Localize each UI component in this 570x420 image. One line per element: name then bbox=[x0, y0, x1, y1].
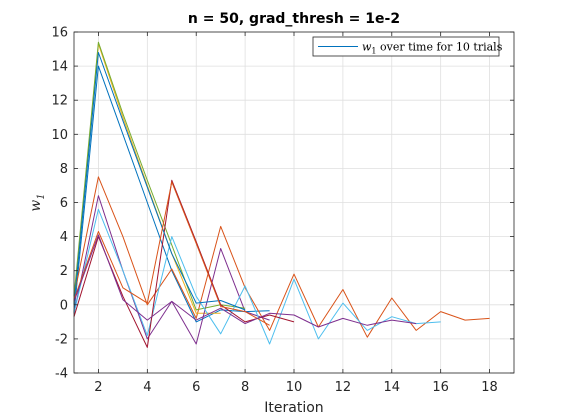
series-lines bbox=[73, 41, 490, 348]
gridlines bbox=[74, 31, 514, 374]
axes bbox=[73, 31, 515, 374]
y-tick-label: -2 bbox=[55, 332, 68, 347]
y-tick-label: 4 bbox=[60, 230, 68, 245]
y-axis-label-main: w bbox=[28, 200, 44, 212]
series-line-trial-1 bbox=[73, 65, 270, 323]
series-line-trial-10 bbox=[73, 234, 417, 328]
x-tick-label: 6 bbox=[192, 380, 200, 395]
chart-title: n = 50, grad_thresh = 1e-2 bbox=[188, 11, 400, 27]
y-axis-label-subscript: 1 bbox=[36, 193, 47, 199]
y-tick-label: 10 bbox=[51, 128, 68, 143]
y-axis-label: w1 bbox=[28, 193, 47, 211]
y-tick-label: 8 bbox=[60, 162, 68, 177]
y-tick-label: 6 bbox=[60, 196, 68, 211]
legend: w1 over time for 10 trials bbox=[312, 36, 503, 57]
y-tick-label: 16 bbox=[51, 26, 68, 41]
x-axis-label: Iteration bbox=[264, 400, 323, 416]
legend-label-symbol: w bbox=[362, 41, 372, 54]
legend-label-text: over time for 10 trials bbox=[377, 41, 503, 54]
x-tick-label: 2 bbox=[94, 380, 102, 395]
x-tick-label: 14 bbox=[384, 380, 401, 395]
legend-label-subscript: 1 bbox=[371, 47, 376, 56]
series-line-trial-8 bbox=[73, 52, 246, 311]
series-line-trial-9 bbox=[73, 181, 270, 326]
tick-labels: 2 4 6 8 10 12 14 16 18 -4 -2 0 2 4 6 8 10 12 14 16 bbox=[51, 26, 497, 396]
x-tick-label: 8 bbox=[241, 380, 249, 395]
series-line-trial-2 bbox=[73, 176, 490, 338]
y-tick-label: 2 bbox=[60, 264, 68, 279]
x-tick-label: 4 bbox=[143, 380, 151, 395]
legend-box bbox=[312, 36, 500, 57]
series-line-trial-6 bbox=[73, 208, 441, 345]
legend-label: w1 over time for 10 trials bbox=[362, 41, 503, 56]
x-tick-label: 10 bbox=[286, 380, 303, 395]
y-tick-label: -4 bbox=[55, 367, 68, 382]
y-tick-label: 12 bbox=[51, 94, 68, 109]
y-tick-label: 0 bbox=[60, 298, 68, 313]
x-tick-label: 18 bbox=[481, 380, 498, 395]
y-tick-label: 14 bbox=[51, 60, 68, 75]
series-line-trial-5 bbox=[73, 41, 246, 311]
x-tick-label: 16 bbox=[432, 380, 449, 395]
x-tick-label: 12 bbox=[335, 380, 352, 395]
